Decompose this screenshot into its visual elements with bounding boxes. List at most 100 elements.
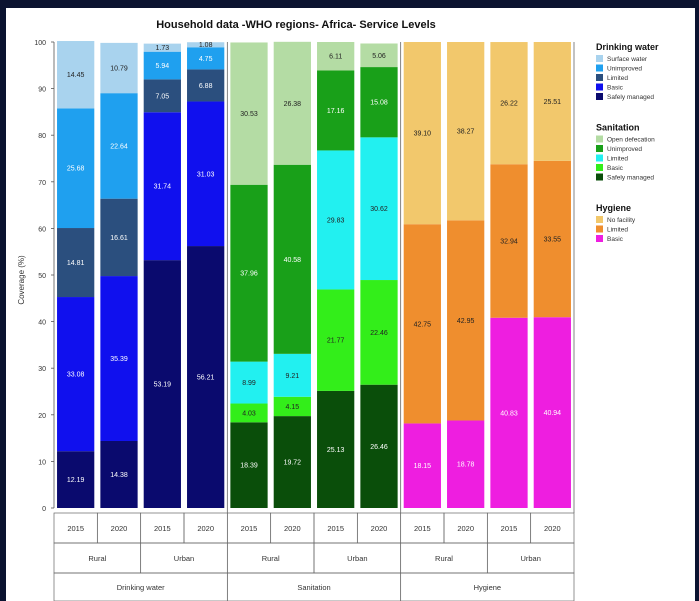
x-tick-label-year: 2020	[371, 524, 388, 533]
data-label: 35.39	[110, 356, 128, 363]
data-label: 18.39	[240, 463, 258, 470]
data-label: 26.46	[370, 444, 388, 451]
legend-item-label: Unimproved	[607, 66, 642, 73]
x-tick-label-area: Urban	[347, 554, 367, 563]
data-label: 26.38	[284, 101, 302, 108]
data-label: 33.08	[67, 372, 85, 379]
legend-swatch	[596, 225, 603, 233]
data-label: 39.10	[414, 131, 432, 138]
bar-segment-sanitation-open-defecation	[317, 42, 355, 71]
data-label: 1.73	[156, 45, 170, 52]
bar-segment-drinking-water-unimproved	[100, 93, 138, 199]
group-dividers	[226, 42, 575, 513]
y-axis: 0 10 20 30 40 50 60 70 80 90 100	[34, 40, 55, 513]
data-label: 18.15	[414, 463, 432, 470]
x-tick-label-year: 2020	[457, 524, 474, 533]
x-tick-label-area: Urban	[520, 554, 540, 563]
y-tick-label: 90	[38, 87, 46, 94]
bar-segment-sanitation-safely-managed	[360, 384, 398, 508]
bar-segment-sanitation-unimproved	[230, 184, 268, 362]
bar-segment-hygiene-no-facility	[490, 42, 528, 165]
data-label: 5.06	[372, 53, 386, 60]
legend: Drinking water Surface water Unimproved Lim…	[596, 42, 659, 243]
data-label: 4.03	[242, 410, 256, 417]
x-tick-label-year: 2015	[154, 524, 171, 533]
data-label: 15.08	[370, 100, 388, 107]
x-tick-label-year: 2015	[241, 524, 258, 533]
bar-segment-sanitation-open-defecation	[273, 41, 311, 165]
bar-segment-sanitation-safely-managed	[273, 416, 311, 508]
x-tick-label-year: 2015	[327, 524, 344, 533]
bar-segment-drinking-water-basic	[143, 112, 181, 261]
legend-item-label: Open defecation	[607, 137, 655, 144]
bar-segment-sanitation-limited	[360, 137, 398, 281]
data-label: 37.96	[240, 271, 258, 278]
bar-segment-hygiene-no-facility	[533, 42, 571, 161]
data-label: 31.03	[197, 171, 215, 178]
bar-segment-sanitation-basic	[273, 396, 311, 417]
group-cell	[400, 572, 575, 601]
data-label: 32.94	[500, 238, 518, 245]
legend-item-label: Surface water	[607, 56, 648, 63]
bar-segment-sanitation-limited	[317, 150, 355, 290]
y-tick-label: 0	[42, 506, 46, 513]
y-tick-label: 40	[38, 320, 46, 327]
y-tick-label: 50	[38, 273, 46, 280]
legend-swatch	[596, 164, 603, 171]
data-label: 10.79	[110, 66, 128, 73]
bar-segment-hygiene-limited	[403, 224, 441, 424]
bar-segment-drinking-water-safely-managed	[187, 246, 225, 508]
bar-segment-drinking-water-safely-managed	[143, 260, 181, 508]
data-label: 22.64	[110, 143, 128, 150]
bar-segment-sanitation-unimproved	[273, 164, 311, 354]
data-label: 38.27	[457, 129, 475, 136]
bar-segment-hygiene-basic	[403, 423, 441, 508]
bar-segment-sanitation-safely-managed	[317, 390, 355, 508]
legend-item-label: Limited	[607, 156, 628, 163]
bar-segment-drinking-water-limited	[57, 228, 95, 298]
legend-title: Drinking water	[596, 42, 659, 52]
data-label: 26.22	[500, 101, 518, 108]
bar-segment-hygiene-limited	[533, 160, 571, 318]
bar-segment-drinking-water-limited	[100, 198, 138, 277]
data-label: 25.51	[544, 99, 562, 106]
data-label: 30.53	[240, 111, 258, 118]
data-label: 30.62	[370, 206, 388, 213]
x-tick-label-group: Sanitation	[297, 583, 330, 592]
bar-segment-drinking-water-basic	[100, 276, 138, 441]
data-label: 8.99	[242, 380, 256, 387]
bar-segment-hygiene-no-facility	[403, 42, 441, 225]
bar-segment-drinking-water-surface-water	[143, 43, 181, 52]
legend-item-label: Basic	[607, 236, 624, 243]
bars-layer: 12.19 33.08 14.81 25.68 14.45 14.38 35.39 16.61…	[57, 41, 571, 508]
bar-segment-sanitation-limited	[273, 353, 311, 397]
y-tick-label: 20	[38, 413, 46, 420]
y-tick-label: 60	[38, 226, 46, 233]
x-tick-label-area: Rural	[88, 554, 106, 563]
legend-swatch	[596, 235, 603, 242]
data-label: 29.83	[327, 217, 345, 224]
x-tick-label-year: 2020	[284, 524, 301, 533]
legend-item-label: No facility	[607, 217, 636, 224]
x-axis-table: 2015 2020 2015 2020 Rural Urban Drinking water…	[53, 512, 575, 601]
bar-segment-drinking-water-surface-water	[57, 41, 95, 109]
bar-segment-hygiene-limited	[490, 164, 528, 318]
data-label: 12.19	[67, 477, 85, 484]
bar-segment-sanitation-basic	[230, 403, 268, 423]
data-label: 4.75	[199, 56, 213, 63]
bar-segment-drinking-water-unimproved	[187, 47, 225, 70]
data-label: 40.83	[500, 410, 518, 417]
bar-segment-drinking-water-unimproved	[57, 108, 95, 229]
data-label: 42.95	[457, 318, 475, 325]
data-label: 14.38	[110, 472, 128, 479]
x-tick-label-year: 2015	[67, 524, 84, 533]
data-label: 53.19	[154, 382, 172, 389]
legend-swatch	[596, 64, 603, 72]
data-label: 21.77	[327, 338, 345, 345]
x-tick-label-group: Drinking water	[117, 583, 165, 592]
bar-segment-hygiene-basic	[447, 420, 485, 508]
stacked-bar-chart: Household data -WHO regions- Africa- Ser…	[17, 19, 659, 601]
data-label: 7.05	[156, 93, 170, 100]
legend-item-label: Safely managed	[607, 94, 654, 101]
legend-swatch	[596, 93, 603, 100]
